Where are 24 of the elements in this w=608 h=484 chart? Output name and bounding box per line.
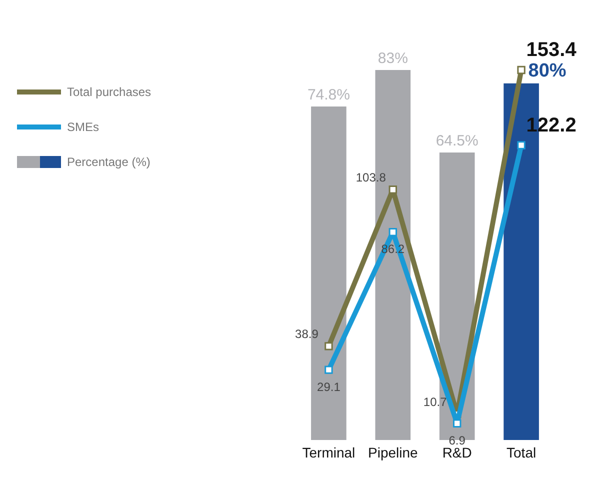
data-label: 38.9 [295, 327, 319, 342]
point [324, 342, 333, 350]
data-label: 80% [528, 60, 566, 82]
data-label: 29.1 [317, 380, 341, 394]
legend-label: Percentage (%) [67, 155, 150, 169]
data-label: 83% [378, 50, 408, 67]
x-tick-label: Terminal [302, 444, 356, 460]
x-tick-label: R&D [442, 444, 472, 460]
x-tick-label: Total [506, 444, 536, 460]
legend-label: Total purchases [67, 85, 152, 99]
point [452, 419, 462, 428]
data-label: 10.7 [423, 395, 448, 410]
point [388, 186, 398, 194]
data-label: 64.5% [436, 132, 478, 150]
data-label: 153.4 [526, 39, 578, 61]
data-label: 6.9 [448, 433, 466, 448]
legend-label: SMEs [67, 120, 100, 134]
point [517, 141, 526, 150]
data-label: 103.8 [356, 170, 386, 185]
x-tick-label: Pipeline [368, 444, 418, 460]
point [388, 228, 398, 236]
data-label: 74.8% [307, 86, 350, 104]
point [517, 66, 526, 74]
point [324, 366, 333, 374]
